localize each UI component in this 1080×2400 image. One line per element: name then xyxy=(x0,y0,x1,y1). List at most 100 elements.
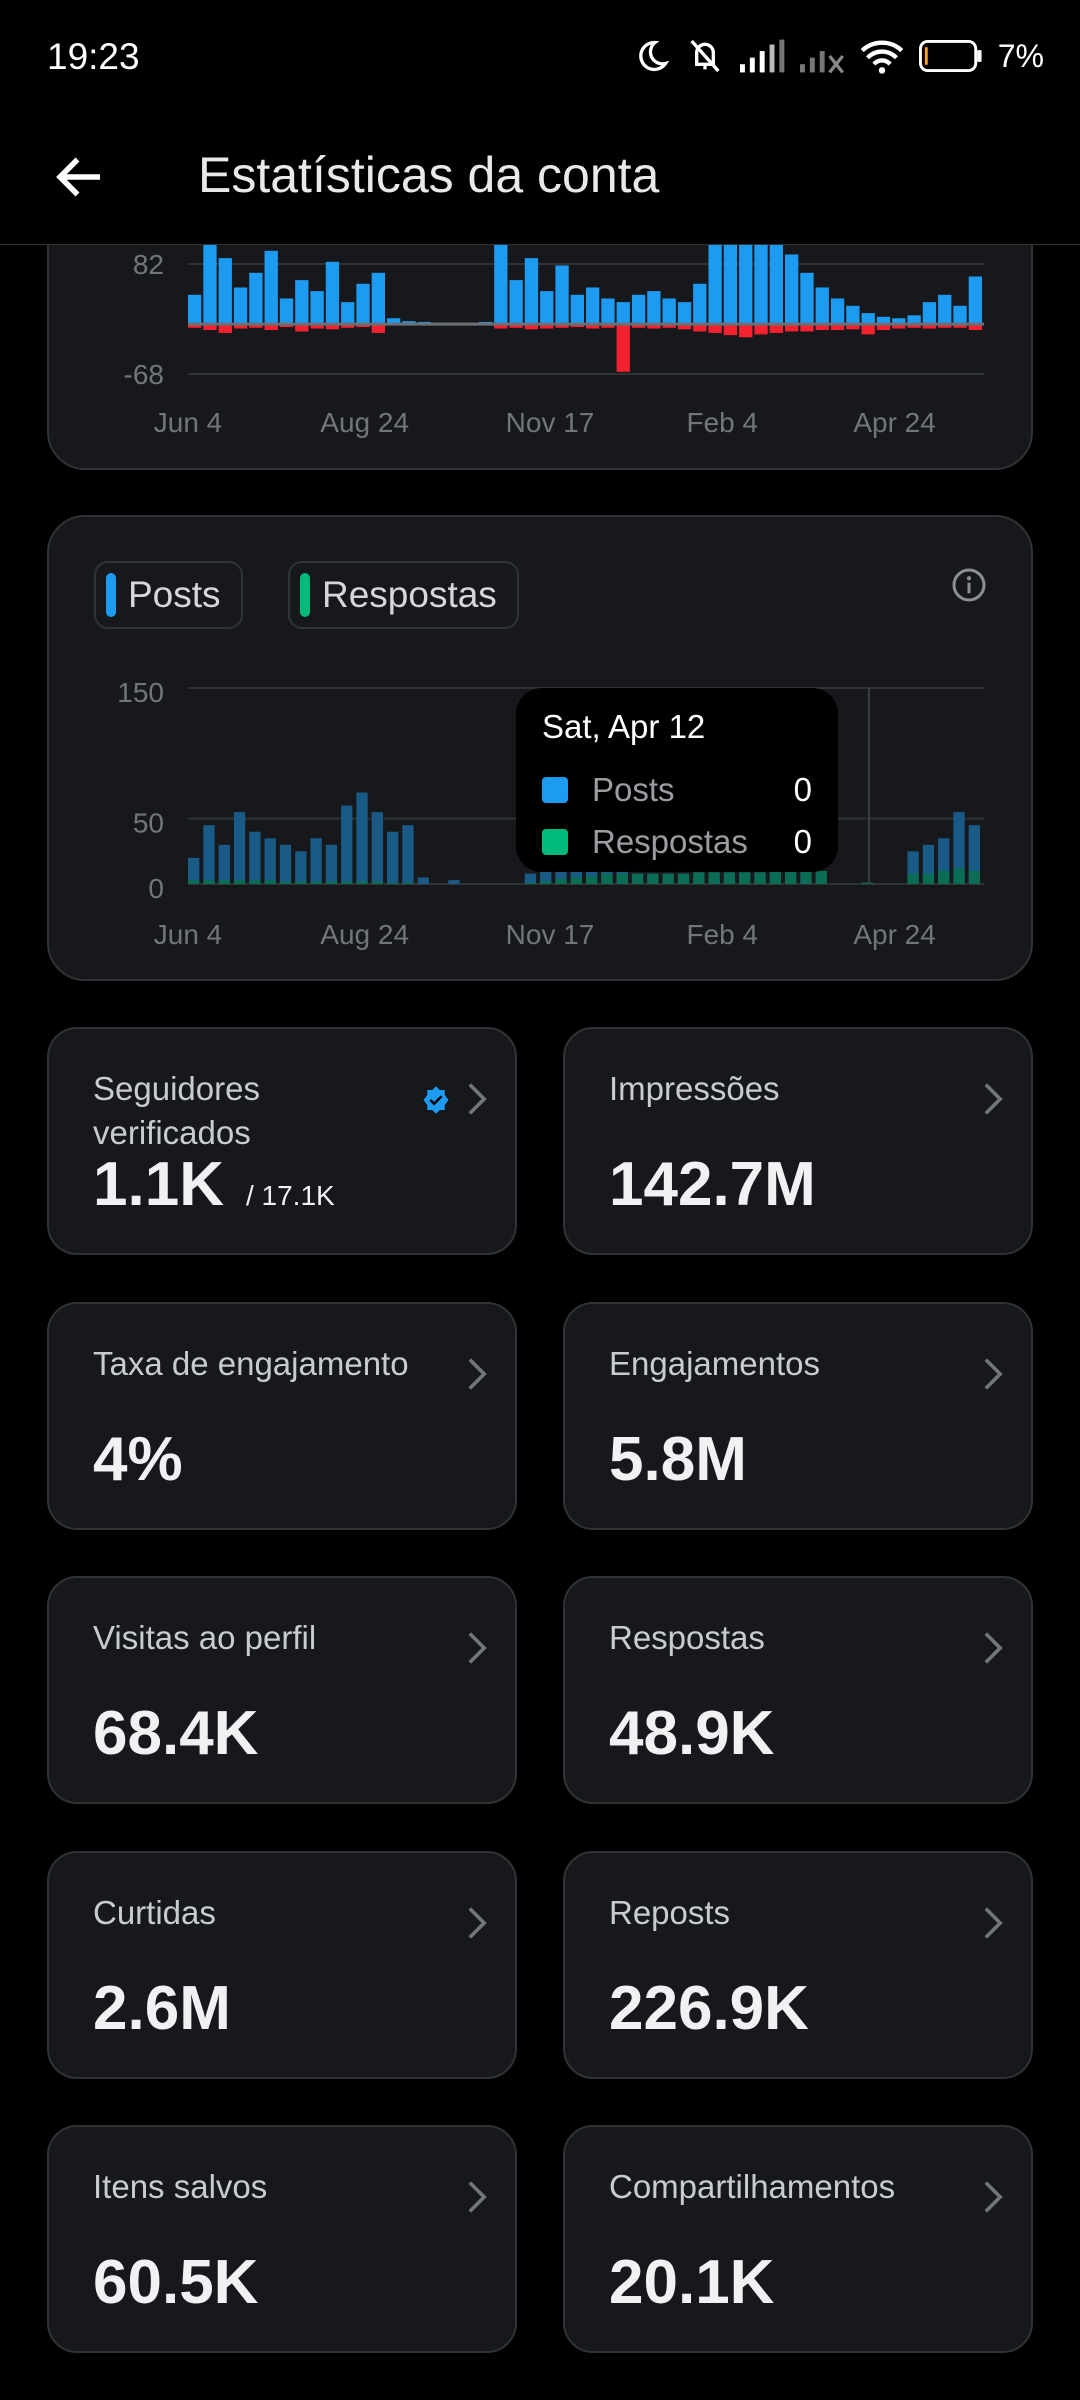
stat-value: 60.5K xyxy=(93,2247,258,2318)
bar-negative xyxy=(555,324,569,328)
bar-negative xyxy=(785,324,799,332)
bar-respostas xyxy=(249,880,261,884)
bar-respostas xyxy=(968,870,980,884)
info-icon[interactable] xyxy=(951,567,987,603)
bar-negative xyxy=(540,324,554,329)
bar-respostas xyxy=(218,880,230,884)
bar-negative xyxy=(907,324,921,328)
stat-label: Impressões xyxy=(609,1070,780,1107)
stat-card[interactable]: Compartilhamentos 20.1K xyxy=(563,2125,1033,2353)
back-button[interactable] xyxy=(50,147,110,207)
x-tick-label: Jun 4 xyxy=(154,919,223,950)
page-title: Estatísticas da conta xyxy=(198,147,660,203)
bar-positive xyxy=(264,250,278,325)
stat-value: 226.9K xyxy=(609,1973,809,2044)
chevron-right-icon xyxy=(468,1632,487,1664)
bar-posts xyxy=(203,825,215,884)
bar-positive xyxy=(371,272,385,325)
chevron-right-icon xyxy=(984,1907,1003,1939)
status-time: 19:23 xyxy=(47,36,140,77)
bar-respostas xyxy=(708,872,720,884)
bar-posts xyxy=(907,851,919,884)
bar-positive xyxy=(938,294,952,325)
tooltip-value: 0 xyxy=(793,771,812,808)
bar-negative xyxy=(800,324,814,332)
bar-negative xyxy=(846,324,860,330)
bar-positive xyxy=(188,294,202,325)
bar-positive xyxy=(830,298,845,325)
bar-respostas xyxy=(769,870,781,884)
bar-positive xyxy=(540,291,554,325)
respostas-color-swatch xyxy=(542,829,568,855)
bar-respostas xyxy=(693,872,705,884)
bar-posts xyxy=(295,851,307,884)
status-bar: 19:23 7% xyxy=(0,0,1080,110)
bar-respostas xyxy=(264,880,276,884)
stat-label: Engajamentos xyxy=(609,1345,820,1382)
bar-positive xyxy=(249,272,263,325)
bar-negative xyxy=(815,324,829,330)
tooltip-value: 0 xyxy=(793,823,812,860)
stat-label: Taxa de engajamento xyxy=(93,1345,409,1382)
bar-posts xyxy=(540,864,552,884)
chevron-right-icon xyxy=(984,1358,1003,1390)
bar-negative xyxy=(295,324,309,332)
bar-positive xyxy=(295,280,309,325)
bar-respostas xyxy=(953,868,965,884)
bar-respostas xyxy=(310,881,322,884)
bar-positive xyxy=(708,243,722,325)
stat-number: 20.1K xyxy=(609,2248,775,2317)
stat-label: Compartilhamentos xyxy=(609,2168,896,2205)
bar-negative xyxy=(662,324,676,328)
bar-positive xyxy=(601,298,615,325)
bar-negative xyxy=(616,324,630,372)
stat-card[interactable]: Curtidas 2.6M xyxy=(47,1851,517,2079)
bar-posts xyxy=(356,792,368,884)
bar-respostas xyxy=(861,882,873,884)
stat-number: 142.7M xyxy=(609,1150,816,1219)
bar-negative xyxy=(968,324,982,330)
stat-card[interactable]: Itens salvos 60.5K xyxy=(47,2125,517,2353)
stat-number: 48.9K xyxy=(609,1699,775,1768)
stat-card[interactable]: Taxa de engajamento 4% xyxy=(47,1302,517,1530)
stat-number: 5.8M xyxy=(609,1425,747,1494)
bar-respostas xyxy=(800,864,812,884)
bar-respostas xyxy=(295,881,307,884)
tooltip-date: Sat, Apr 12 xyxy=(542,708,706,745)
stat-value: 48.9K xyxy=(609,1698,774,1769)
stat-card[interactable]: Reposts 226.9K xyxy=(563,1851,1033,2079)
stat-label: Seguidores verificados xyxy=(93,1070,260,1151)
bar-positive xyxy=(754,225,768,325)
bar-positive xyxy=(800,272,814,325)
bar-negative xyxy=(769,324,783,333)
bar-positive xyxy=(647,291,661,325)
bar-positive xyxy=(677,302,692,325)
tooltip-label: Posts xyxy=(592,771,675,808)
posts-color-swatch xyxy=(542,777,568,803)
stat-card[interactable]: Engajamentos 5.8M xyxy=(563,1302,1033,1530)
bar-respostas xyxy=(555,878,567,884)
signal-off-icon xyxy=(799,51,844,73)
chart-tooltip: Sat, Apr 12 Posts 0 Respostas 0 xyxy=(516,688,838,872)
stat-card[interactable]: Respostas 48.9K xyxy=(563,1576,1033,1804)
bar-posts xyxy=(249,831,261,884)
stat-value: 20.1K xyxy=(609,2247,774,2318)
legend-chip-posts[interactable]: Posts xyxy=(94,561,243,629)
bar-respostas xyxy=(279,881,292,884)
stat-card[interactable]: Visitas ao perfil 68.4K xyxy=(47,1576,517,1804)
bar-positive xyxy=(631,294,646,325)
chevron-right-icon xyxy=(984,2181,1003,2213)
bar-respostas xyxy=(631,873,644,884)
legend-chip-respostas[interactable]: Respostas xyxy=(288,561,519,629)
posts-color-swatch xyxy=(106,573,116,617)
stat-number: 2.6M xyxy=(93,1974,231,2043)
stat-card[interactable]: Seguidores verificados 1.1K / 17.1K xyxy=(47,1027,517,1255)
bar-positive xyxy=(233,287,248,325)
tooltip-label: Respostas xyxy=(592,823,748,860)
bar-negative xyxy=(892,324,906,329)
bar-respostas xyxy=(907,873,919,884)
stat-card[interactable]: Impressões 142.7M xyxy=(563,1027,1033,1255)
stat-label: Itens salvos xyxy=(93,2168,268,2205)
bar-negative xyxy=(922,324,937,329)
stat-value: 142.7M xyxy=(609,1149,816,1220)
